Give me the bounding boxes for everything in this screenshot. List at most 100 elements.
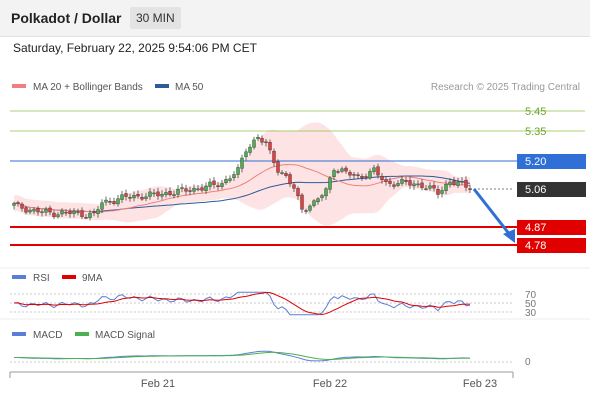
candle-body — [16, 202, 20, 204]
candle-body — [240, 157, 244, 169]
candle-body — [40, 211, 44, 213]
candle-body — [184, 188, 188, 192]
candle-body — [188, 190, 192, 192]
level-tag-support — [517, 220, 586, 235]
candle-body — [432, 185, 436, 189]
candle-body — [92, 211, 96, 214]
candle-body — [152, 192, 156, 195]
candle-body — [336, 171, 340, 173]
timeframe-badge[interactable]: 30 MIN — [130, 7, 181, 29]
candle-body — [180, 187, 184, 189]
candle-body — [12, 203, 16, 206]
candle-body — [436, 189, 440, 195]
level-value-support: 4.87 — [525, 222, 546, 234]
candle-body — [380, 175, 384, 181]
candle-body — [84, 217, 88, 219]
level-value-support: 4.78 — [525, 240, 546, 252]
candle-body — [384, 179, 388, 182]
candle-body — [52, 212, 56, 217]
x-tick-label-feb22: Feb 22 — [313, 378, 347, 390]
x-tick-label-feb23: Feb 23 — [463, 378, 497, 390]
macd-swatch — [12, 332, 26, 336]
instrument-title: Polkadot / Dollar — [11, 10, 122, 26]
candle-body — [36, 208, 40, 213]
candle-body — [416, 183, 420, 186]
macd-signal-swatch — [75, 332, 89, 336]
candle-body — [64, 211, 68, 214]
candle-body — [88, 212, 92, 218]
outlook-arrow — [472, 188, 515, 243]
candle-body — [372, 167, 376, 172]
rsi-tick-70: 70 — [525, 290, 537, 301]
rsi-legend-label: RSI — [33, 273, 50, 284]
rsi-tick-30: 30 — [525, 308, 537, 319]
candle-body — [28, 209, 32, 213]
candlesticks — [12, 134, 472, 221]
outlook-arrow-head — [503, 229, 515, 243]
key-levels — [10, 110, 585, 246]
ma20-legend-label: MA 20 + Bollinger Bands — [33, 82, 143, 93]
candle-body — [420, 182, 424, 188]
candle-body — [116, 198, 120, 205]
outlook-arrow-shaft — [472, 188, 512, 236]
candle-body — [140, 197, 144, 200]
candle-body — [392, 184, 396, 187]
level-value-pivot: 5.20 — [525, 156, 546, 168]
candle-body — [468, 188, 472, 190]
candle-body — [244, 151, 248, 158]
candle-body — [44, 208, 48, 213]
candle-body — [176, 188, 180, 195]
macd-indicator — [10, 350, 513, 363]
candle-body — [276, 161, 280, 173]
macd-signal-line — [14, 351, 470, 361]
candle-body — [76, 211, 80, 213]
candle-body — [404, 179, 408, 182]
candle-body — [400, 179, 404, 184]
candle-body — [228, 178, 232, 181]
candle-body — [364, 176, 368, 178]
candle-body — [164, 192, 168, 196]
candle-body — [324, 188, 328, 197]
candle-body — [424, 188, 428, 190]
candle-body — [48, 207, 52, 213]
rsi-legend: RSI 9MA — [12, 273, 103, 284]
candle-body — [248, 146, 252, 153]
candle-body — [112, 201, 116, 204]
candle-body — [32, 209, 36, 212]
candle-body — [448, 181, 452, 186]
level-tag-pivot — [517, 154, 586, 169]
level-value-resistance: 5.45 — [525, 106, 546, 118]
candle-body — [460, 180, 464, 183]
candle-body — [452, 180, 456, 185]
candle-body — [300, 194, 304, 210]
candle-body — [456, 181, 460, 186]
macd-tick-0: 0 — [525, 357, 531, 368]
candle-body — [376, 166, 380, 176]
candle-body — [24, 207, 28, 213]
candle-body — [360, 176, 364, 178]
candle-body — [344, 167, 348, 172]
rsi-ma-legend-label: 9MA — [82, 273, 103, 284]
candle-body — [172, 194, 176, 196]
candle-body — [260, 138, 264, 143]
candle-body — [412, 183, 416, 187]
bollinger-band-area — [14, 122, 470, 226]
bollinger-bands — [14, 122, 470, 226]
candle-body — [296, 188, 300, 197]
candle-body — [292, 184, 296, 189]
research-credit: Research © 2025 Trading Central — [431, 82, 580, 93]
level-tag-last — [517, 182, 586, 197]
candle-body — [68, 211, 72, 214]
candle-body — [440, 190, 444, 194]
candle-body — [72, 210, 76, 214]
candle-body — [136, 194, 140, 197]
main-legend: MA 20 + Bollinger Bands MA 50 Research ©… — [12, 82, 580, 93]
candle-body — [308, 205, 312, 211]
macd-signal-legend-label: MACD Signal — [95, 330, 155, 341]
candle-body — [220, 183, 224, 187]
chart-header: Polkadot / Dollar 30 MIN — [0, 0, 590, 37]
candle-body — [192, 188, 196, 192]
candle-body — [396, 183, 400, 186]
rsi-line — [13, 291, 471, 316]
candle-body — [252, 139, 256, 148]
